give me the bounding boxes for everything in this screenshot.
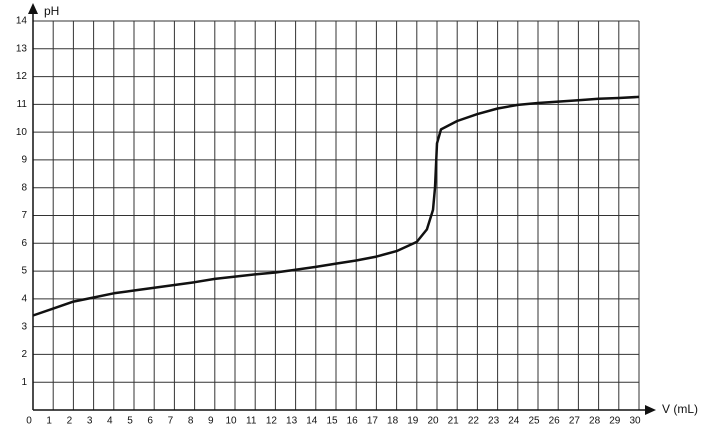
x-tick-label: 6: [147, 416, 153, 427]
x-tick-label: 22: [468, 416, 480, 427]
y-tick-label: 6: [21, 238, 27, 249]
x-tick-label: 30: [629, 416, 641, 427]
x-tick-label: 20: [427, 416, 439, 427]
y-tick-label: 13: [16, 43, 28, 54]
y-tick-label: 1: [21, 377, 27, 388]
x-tick-label: 18: [387, 416, 399, 427]
x-tick-label: 26: [549, 416, 561, 427]
x-tick-label: 24: [508, 416, 520, 427]
x-tick-label: 11: [246, 416, 257, 427]
x-tick-label: 1: [46, 416, 52, 427]
y-tick-label: 2: [21, 349, 27, 360]
x-tick-label: 13: [286, 416, 298, 427]
x-tick-label: 27: [569, 416, 581, 427]
x-tick-label: 25: [528, 416, 540, 427]
x-tick-label: 29: [609, 416, 621, 427]
x-tick-label: 7: [168, 416, 174, 427]
y-axis-label: pH: [44, 4, 59, 18]
x-tick-label: 17: [367, 416, 379, 427]
y-tick-label: 11: [17, 99, 28, 110]
x-tick-label: 2: [67, 416, 73, 427]
curve: [32, 95, 640, 317]
y-tick-label: 14: [16, 16, 28, 27]
y-tick-label: 9: [21, 155, 27, 166]
x-tick-label: 4: [107, 416, 113, 427]
x-tick-label: 8: [188, 416, 194, 427]
x-tick-label: 19: [407, 416, 419, 427]
x-tick-label: 21: [448, 416, 460, 427]
x-tick-label: 12: [266, 416, 278, 427]
y-arrow: [28, 3, 38, 14]
x-tick-label: 14: [306, 416, 318, 427]
x-tick-label: 15: [326, 416, 338, 427]
y-tick-label: 10: [16, 127, 28, 138]
x-arrow: [645, 405, 656, 415]
x-tick-label: 10: [225, 416, 237, 427]
x-axis-label: V (mL): [662, 402, 698, 416]
x-tick-label: 0: [26, 416, 32, 427]
x-tick-label: 9: [208, 416, 214, 427]
y-tick-label: 3: [21, 321, 27, 332]
x-tick-label: 5: [127, 416, 133, 427]
x-tick-label: 23: [488, 416, 500, 427]
x-tick-label: 16: [347, 416, 359, 427]
x-tick-label: 28: [589, 416, 601, 427]
y-tick-label: 8: [21, 182, 27, 193]
x-tick-label: 3: [87, 416, 93, 427]
y-tick-label: 4: [21, 293, 27, 304]
y-tick-label: 12: [16, 71, 28, 82]
y-tick-label: 5: [21, 266, 27, 277]
y-tick-label: 7: [21, 210, 27, 221]
